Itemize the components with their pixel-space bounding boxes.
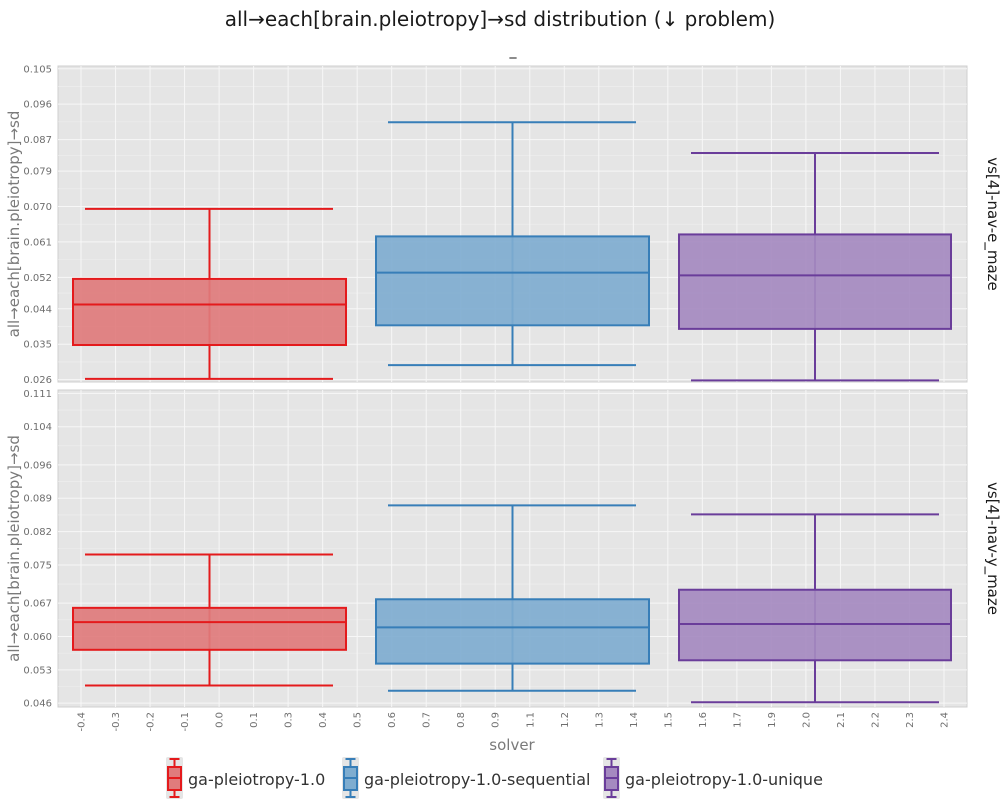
x-tick-label: -0.2	[146, 712, 157, 732]
y-tick-label: 0.087	[23, 135, 52, 146]
y-tick-label: 0.044	[23, 304, 52, 315]
x-tick-label: 0.4	[318, 712, 329, 728]
y-tick-label: 0.046	[23, 699, 52, 710]
x-tick-label: 0.8	[456, 712, 467, 728]
facet-panel: 0.046 0.053 0.060 0.067 0.075 0.082 0.089 0.096…	[5, 389, 1000, 710]
x-tick-label: 2.4	[940, 712, 951, 728]
x-tick-label: -0.1	[180, 712, 191, 732]
legend-label: ga-pleiotropy-1.0-unique	[625, 770, 823, 789]
legend: ga-pleiotropy-1.0 ga-pleiotropy-1.0-seque…	[166, 757, 823, 799]
box-ga-pleiotropy-1.0	[72, 207, 347, 380]
x-tick-label: 2.3	[905, 712, 916, 728]
x-tick-label: 1.7	[732, 712, 743, 728]
x-tick-label: 0.1	[249, 712, 260, 728]
y-tick-label: 0.035	[23, 340, 52, 351]
legend-label: ga-pleiotropy-1.0-sequential	[364, 770, 590, 789]
iqr-box	[375, 598, 650, 665]
box-ga-pleiotropy-1.0-sequential	[375, 121, 650, 367]
x-tick-label: 0.9	[491, 712, 502, 728]
x-tick-label: 1.5	[663, 712, 674, 728]
iqr-box	[72, 606, 347, 651]
y-tick-label: 0.052	[23, 273, 52, 284]
y-tick-label: 0.075	[23, 560, 52, 571]
legend-item: ga-pleiotropy-1.0-sequential	[342, 757, 590, 799]
x-tick-label: -0.4	[77, 712, 88, 732]
iqr-box	[72, 277, 347, 347]
box-ga-pleiotropy-1.0	[72, 553, 347, 687]
legend-item: ga-pleiotropy-1.0-unique	[603, 757, 823, 799]
x-tick-label: 0.7	[422, 712, 433, 728]
x-tick-label: 1.9	[767, 712, 778, 728]
x-tick-label: 1.3	[594, 712, 605, 728]
y-tick-label: 0.079	[23, 167, 52, 178]
facet-label: vs[4]-nav-y_maze	[983, 482, 1000, 615]
x-tick-label: 1.4	[629, 712, 640, 728]
chart-subtitle: _	[509, 43, 518, 59]
legend-item: ga-pleiotropy-1.0	[166, 757, 325, 799]
facet-panel: 0.026 0.035 0.044 0.052 0.061 0.070 0.079 0.087…	[5, 64, 1000, 386]
y-tick-label: 0.070	[23, 202, 52, 213]
y-tick-label: 0.105	[23, 64, 52, 75]
chart-title: all→each[brain.pleiotropy]→sd distributi…	[225, 7, 776, 31]
y-axis-label: all→each[brain.pleiotropy]→sd	[5, 435, 23, 662]
y-tick-label: 0.067	[23, 599, 52, 610]
box-ga-pleiotropy-1.0-unique	[678, 151, 952, 382]
facet-label: vs[4]-nav-e_maze	[983, 157, 1000, 291]
x-tick-label: 0.6	[387, 712, 398, 728]
y-tick-label: 0.082	[23, 527, 52, 538]
legend-label: ga-pleiotropy-1.0	[188, 770, 325, 789]
x-axis-label: solver	[489, 736, 535, 754]
x-tick-label: 1.1	[525, 712, 536, 728]
x-tick-label: 1.2	[560, 712, 571, 728]
box-ga-pleiotropy-1.0-unique	[678, 513, 952, 704]
y-tick-label: 0.061	[23, 237, 52, 248]
x-tick-label: -0.3	[111, 712, 122, 732]
y-tick-label: 0.096	[23, 100, 52, 111]
y-tick-label: 0.104	[23, 422, 52, 433]
iqr-box	[678, 233, 952, 330]
y-tick-label: 0.096	[23, 460, 52, 471]
y-axis-label: all→each[brain.pleiotropy]→sd	[5, 111, 23, 338]
y-tick-label: 0.053	[23, 665, 52, 676]
y-tick-label: 0.026	[23, 375, 52, 386]
y-tick-label: 0.060	[23, 632, 52, 643]
x-tick-label: 2.2	[870, 712, 881, 728]
y-tick-label: 0.089	[23, 494, 52, 505]
box-ga-pleiotropy-1.0-sequential	[375, 504, 650, 692]
iqr-box	[375, 235, 650, 327]
x-tick-label: 0.3	[284, 712, 295, 728]
x-tick-label: 2.1	[836, 712, 847, 728]
x-tick-label: 0.5	[353, 712, 364, 728]
x-tick-label: 0.0	[215, 712, 226, 728]
y-tick-label: 0.111	[23, 389, 52, 400]
x-tick-label: 1.6	[698, 712, 709, 728]
x-tick-label: 2.0	[801, 712, 812, 728]
